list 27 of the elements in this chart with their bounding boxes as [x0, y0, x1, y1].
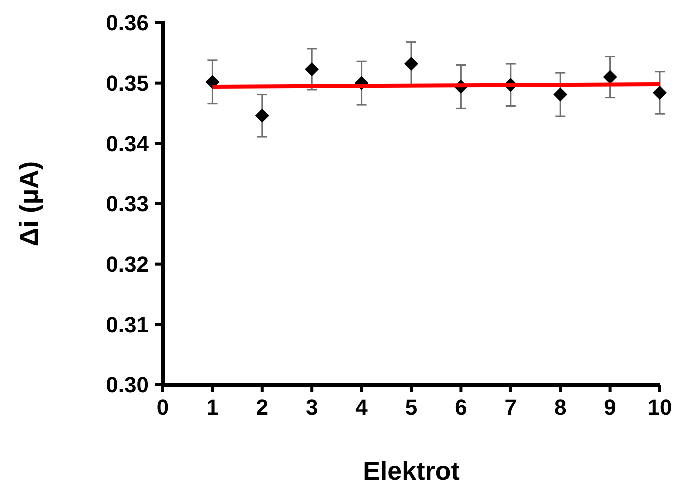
point — [255, 108, 270, 123]
x-tick-label: 6 — [455, 395, 468, 420]
y-tick-label: 0.36 — [106, 10, 149, 36]
point — [603, 70, 618, 84]
x-tick-label: 3 — [306, 395, 318, 420]
y-axis-title: Δi (μA) — [14, 161, 44, 247]
x-tick-label: 7 — [504, 395, 518, 420]
y-tick-label: 0.30 — [106, 372, 149, 398]
point — [404, 57, 418, 72]
point — [206, 75, 220, 90]
y-tick-label: 0.35 — [106, 71, 149, 96]
x-tick-label: 4 — [356, 395, 369, 420]
y-tick-label: 0.31 — [106, 312, 149, 338]
y-tick-label: 0.34 — [106, 131, 150, 156]
x-axis-title: Elektrot — [363, 456, 460, 486]
point — [305, 62, 320, 76]
y-tick-label: 0.32 — [106, 252, 149, 278]
y-tick-label: 0.33 — [106, 192, 149, 217]
x-tick-label: 2 — [256, 395, 269, 420]
x-tick-label: 5 — [405, 395, 418, 420]
x-tick-label: 8 — [554, 395, 567, 420]
x-tick-label: 0 — [156, 395, 170, 420]
x-tick-label: 1 — [206, 395, 219, 420]
x-tick-label: 10 — [648, 395, 672, 420]
point — [554, 88, 568, 102]
point — [653, 86, 667, 100]
x-tick-label: 9 — [604, 395, 616, 420]
